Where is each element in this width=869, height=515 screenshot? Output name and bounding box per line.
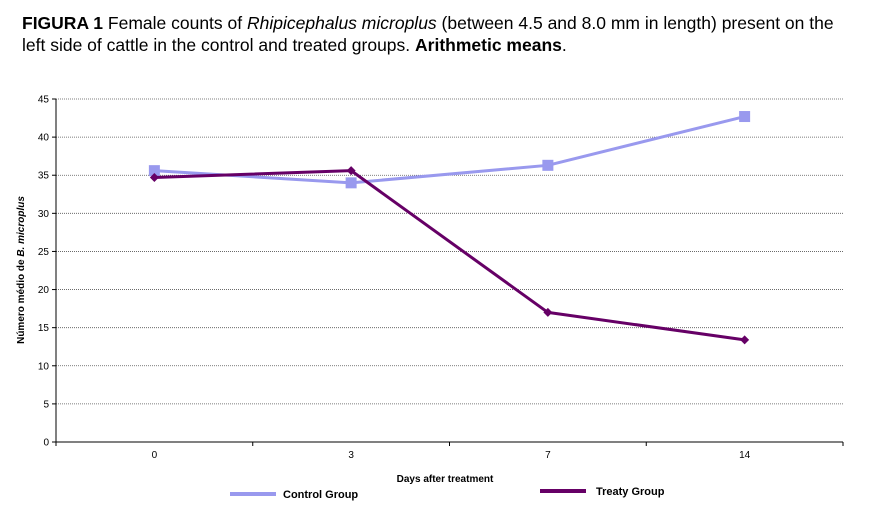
point-treaty-group-0 [149,173,159,183]
legend-label-treaty-group: Treaty Group [596,486,665,498]
series-line-control-group [154,115,745,185]
y-tick-label-35: 35 [38,171,50,182]
caption-text-c: . [561,35,567,55]
caption-text-b: (between 4.5 and 8.0 mm in length) prese… [22,13,834,55]
gridlines [56,98,843,405]
figure-caption: FIGURA 1 Female counts of Rhipicephalus … [22,12,852,56]
series-group [148,111,751,345]
y-tick-label-20: 20 [38,285,50,296]
series-control-group [148,111,751,189]
y-tick-label-45: 45 [38,95,50,106]
point-control-group-14 [739,111,751,123]
point-treaty-group-7 [543,307,553,317]
y-tick-label-15: 15 [38,323,50,334]
point-control-group-0 [148,165,160,177]
legend-label-control-group: Control Group [283,489,358,501]
point-control-group-3 [345,177,357,189]
y-tick-label-5: 5 [43,399,49,410]
legend: Control Group Treaty Group [230,486,665,501]
axes [55,99,843,443]
caption-species: Rhipicephalus microplus [247,13,437,33]
y-tick-label-40: 40 [38,133,50,144]
x-axis-ticks: 0 3 7 14 [55,442,844,461]
x-tick-label-0: 0 [152,450,158,461]
y-tick-label-0: 0 [43,438,49,449]
x-axis-title: Days after treatment [397,474,494,485]
y-tick-label-10: 10 [38,361,50,372]
x-tick-label-3: 3 [348,450,354,461]
y-axis-title-prefix: Número médio de [16,257,27,344]
series-line-treaty-group [154,169,745,342]
caption-emphasis: Arithmetic means [415,35,562,55]
caption-text-a: Female counts of [103,13,247,33]
y-axis-title-italic: B. microplus [16,196,27,257]
x-tick-label-7: 7 [545,450,551,461]
y-tick-label-25: 25 [38,247,50,258]
point-treaty-group-14 [740,335,750,345]
caption-label: FIGURA 1 [22,13,104,33]
y-tick-label-30: 30 [38,209,50,220]
y-axis-ticks: 0 5 10 15 20 25 30 35 40 45 [38,95,56,449]
point-treaty-group-3 [346,166,356,176]
point-control-group-7 [542,159,554,171]
series-treaty-group [149,166,750,345]
y-axis-title: Número médio de B. microplus [16,196,27,344]
x-tick-label-14: 14 [739,450,751,461]
